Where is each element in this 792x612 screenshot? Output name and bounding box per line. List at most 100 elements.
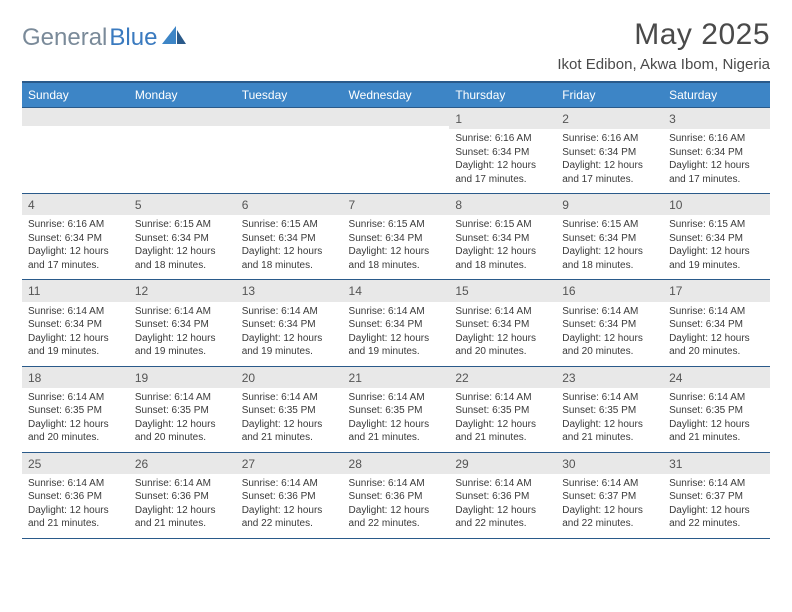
day-number — [236, 108, 343, 126]
sunrise-text: Sunrise: 6:14 AM — [455, 391, 550, 405]
sunrise-text: Sunrise: 6:15 AM — [135, 218, 230, 232]
daylight-text: Daylight: 12 hours and 18 minutes. — [349, 245, 444, 272]
day-number: 7 — [343, 194, 450, 215]
calendar-table: Sunday Monday Tuesday Wednesday Thursday… — [22, 81, 770, 539]
day-number: 3 — [663, 108, 770, 129]
month-title: May 2025 — [557, 18, 770, 52]
calendar-day-cell: 20Sunrise: 6:14 AMSunset: 6:35 PMDayligh… — [236, 366, 343, 452]
sunset-text: Sunset: 6:35 PM — [562, 404, 657, 418]
daylight-text: Daylight: 12 hours and 22 minutes. — [349, 504, 444, 531]
sunrise-text: Sunrise: 6:15 AM — [669, 218, 764, 232]
day-number: 27 — [236, 453, 343, 474]
day-number: 31 — [663, 453, 770, 474]
daylight-text: Daylight: 12 hours and 21 minutes. — [28, 504, 123, 531]
daylight-text: Daylight: 12 hours and 21 minutes. — [562, 418, 657, 445]
calendar-day-cell: 11 Sunrise: 6:14 AMSunset: 6:34 PMDayligh… — [22, 280, 129, 366]
brand-logo: General Blue — [22, 24, 188, 52]
day-number: 22 — [449, 367, 556, 388]
calendar-day-cell: 1Sunrise: 6:16 AMSunset: 6:34 PMDaylight… — [449, 108, 556, 194]
calendar-day-cell: 25Sunrise: 6:14 AMSunset: 6:36 PMDayligh… — [22, 452, 129, 538]
day-details: Sunrise: 6:16 AMSunset: 6:34 PMDaylight:… — [449, 129, 556, 193]
daylight-text: Daylight: 12 hours and 21 minutes. — [455, 418, 550, 445]
sunset-text: Sunset: 6:34 PM — [28, 318, 123, 332]
day-details: Sunrise: 6:14 AMSunset: 6:36 PMDaylight:… — [22, 474, 129, 538]
sunset-text: Sunset: 6:34 PM — [669, 146, 764, 160]
day-details: Sunrise: 6:15 AMSunset: 6:34 PMDaylight:… — [449, 215, 556, 279]
daylight-text: Daylight: 12 hours and 18 minutes. — [242, 245, 337, 272]
day-details: Sunrise: 6:15 AMSunset: 6:34 PMDaylight:… — [663, 215, 770, 279]
daylight-text: Daylight: 12 hours and 19 minutes. — [28, 332, 123, 359]
sunset-text: Sunset: 6:34 PM — [562, 318, 657, 332]
sunset-text: Sunset: 6:34 PM — [455, 146, 550, 160]
weekday-header: Thursday — [449, 82, 556, 108]
sunrise-text: Sunrise: 6:15 AM — [242, 218, 337, 232]
sunrise-text: Sunrise: 6:14 AM — [242, 305, 337, 319]
brand-part2: Blue — [109, 24, 157, 52]
day-details: Sunrise: 6:16 AMSunset: 6:34 PMDaylight:… — [22, 215, 129, 279]
calendar-day-cell: 29Sunrise: 6:14 AMSunset: 6:36 PMDayligh… — [449, 452, 556, 538]
sunrise-text: Sunrise: 6:14 AM — [28, 305, 123, 319]
day-details: Sunrise: 6:14 AMSunset: 6:36 PMDaylight:… — [449, 474, 556, 538]
day-number — [343, 108, 450, 126]
sunset-text: Sunset: 6:34 PM — [562, 232, 657, 246]
sunrise-text: Sunrise: 6:15 AM — [349, 218, 444, 232]
day-number: 20 — [236, 367, 343, 388]
day-number: 14 — [343, 280, 450, 301]
sunset-text: Sunset: 6:35 PM — [669, 404, 764, 418]
calendar-week-row: 18Sunrise: 6:14 AMSunset: 6:35 PMDayligh… — [22, 366, 770, 452]
day-number: 29 — [449, 453, 556, 474]
sunrise-text: Sunrise: 6:16 AM — [669, 132, 764, 146]
sunrise-text: Sunrise: 6:14 AM — [669, 305, 764, 319]
day-number: 1 — [449, 108, 556, 129]
sunset-text: Sunset: 6:34 PM — [349, 232, 444, 246]
calendar-day-cell: 9Sunrise: 6:15 AMSunset: 6:34 PMDaylight… — [556, 194, 663, 280]
daylight-text: Daylight: 12 hours and 22 minutes. — [242, 504, 337, 531]
daylight-text: Daylight: 12 hours and 19 minutes. — [349, 332, 444, 359]
location-text: Ikot Edibon, Akwa Ibom, Nigeria — [557, 56, 770, 73]
calendar-week-row: 25Sunrise: 6:14 AMSunset: 6:36 PMDayligh… — [22, 452, 770, 538]
day-details: Sunrise: 6:14 AMSunset: 6:34 PMDaylight:… — [663, 302, 770, 366]
calendar-day-cell: 10Sunrise: 6:15 AMSunset: 6:34 PMDayligh… — [663, 194, 770, 280]
day-number: 6 — [236, 194, 343, 215]
calendar-day-cell — [22, 108, 129, 194]
calendar-day-cell — [343, 108, 450, 194]
daylight-text: Daylight: 12 hours and 22 minutes. — [562, 504, 657, 531]
day-number: 18 — [22, 367, 129, 388]
sunset-text: Sunset: 6:37 PM — [669, 490, 764, 504]
sunset-text: Sunset: 6:34 PM — [455, 232, 550, 246]
sunset-text: Sunset: 6:34 PM — [455, 318, 550, 332]
sunset-text: Sunset: 6:36 PM — [28, 490, 123, 504]
day-number: 2 — [556, 108, 663, 129]
sunset-text: Sunset: 6:34 PM — [349, 318, 444, 332]
title-block: May 2025 Ikot Edibon, Akwa Ibom, Nigeria — [557, 18, 770, 73]
sunrise-text: Sunrise: 6:14 AM — [562, 477, 657, 491]
calendar-day-cell: 27Sunrise: 6:14 AMSunset: 6:36 PMDayligh… — [236, 452, 343, 538]
day-details: Sunrise: 6:15 AMSunset: 6:34 PMDaylight:… — [129, 215, 236, 279]
sunset-text: Sunset: 6:34 PM — [562, 146, 657, 160]
sunset-text: Sunset: 6:36 PM — [135, 490, 230, 504]
daylight-text: Daylight: 12 hours and 21 minutes. — [349, 418, 444, 445]
day-number: 11 — [22, 280, 129, 301]
day-details: Sunrise: 6:14 AMSunset: 6:34 PMDaylight:… — [129, 302, 236, 366]
daylight-text: Daylight: 12 hours and 17 minutes. — [669, 159, 764, 186]
sunrise-text: Sunrise: 6:16 AM — [562, 132, 657, 146]
calendar-day-cell: 21Sunrise: 6:14 AMSunset: 6:35 PMDayligh… — [343, 366, 450, 452]
daylight-text: Daylight: 12 hours and 22 minutes. — [455, 504, 550, 531]
calendar-day-cell: 12Sunrise: 6:14 AMSunset: 6:34 PMDayligh… — [129, 280, 236, 366]
sunrise-text: Sunrise: 6:14 AM — [349, 391, 444, 405]
calendar-day-cell: 16Sunrise: 6:14 AMSunset: 6:34 PMDayligh… — [556, 280, 663, 366]
daylight-text: Daylight: 12 hours and 17 minutes. — [28, 245, 123, 272]
sunset-text: Sunset: 6:36 PM — [349, 490, 444, 504]
day-details: Sunrise: 6:14 AMSunset: 6:34 PMDaylight:… — [556, 302, 663, 366]
day-details: Sunrise: 6:15 AMSunset: 6:34 PMDaylight:… — [236, 215, 343, 279]
sunset-text: Sunset: 6:37 PM — [562, 490, 657, 504]
sunrise-text: Sunrise: 6:14 AM — [135, 391, 230, 405]
calendar-day-cell: 8Sunrise: 6:15 AMSunset: 6:34 PMDaylight… — [449, 194, 556, 280]
day-details: Sunrise: 6:14 AMSunset: 6:36 PMDaylight:… — [129, 474, 236, 538]
calendar-day-cell: 17Sunrise: 6:14 AMSunset: 6:34 PMDayligh… — [663, 280, 770, 366]
daylight-text: Daylight: 12 hours and 22 minutes. — [669, 504, 764, 531]
calendar-page: General Blue May 2025 Ikot Edibon, Akwa … — [0, 0, 792, 549]
day-number: 16 — [556, 280, 663, 301]
daylight-text: Daylight: 12 hours and 21 minutes. — [242, 418, 337, 445]
calendar-day-cell: 31Sunrise: 6:14 AMSunset: 6:37 PMDayligh… — [663, 452, 770, 538]
